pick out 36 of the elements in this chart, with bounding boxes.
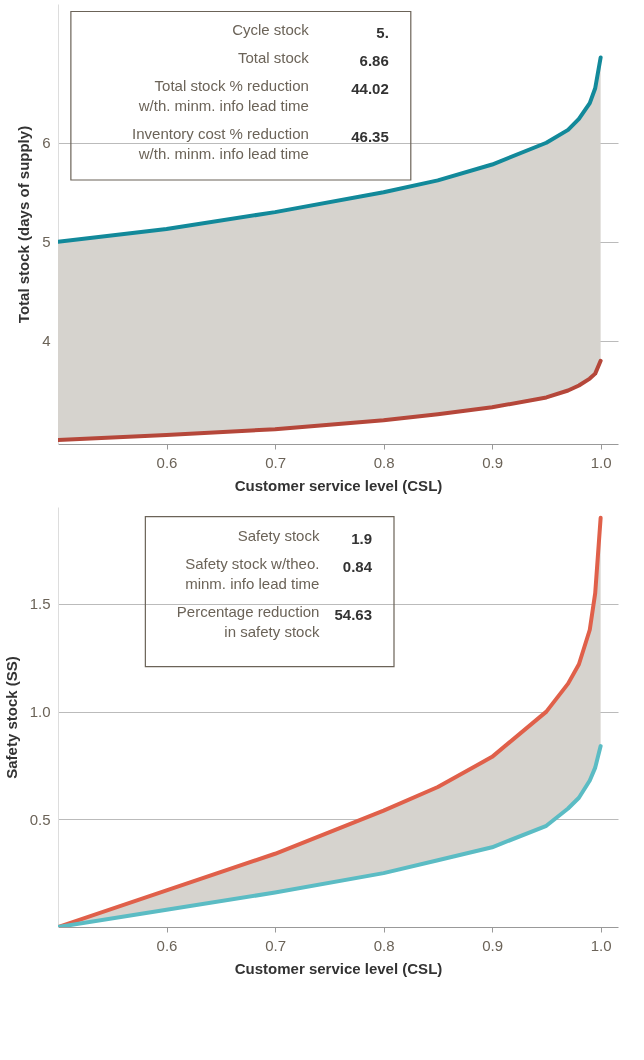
x-axis-title: Customer service level (CSL) xyxy=(234,959,443,977)
y-tick-label: 1.0 xyxy=(29,703,51,721)
annotation: 44.02 xyxy=(351,80,389,98)
y-axis-title: Safety stock (SS) xyxy=(2,656,20,779)
annotation: 54.63 xyxy=(334,605,372,623)
y-tick-label: 0.5 xyxy=(29,810,51,828)
x-tick-label: 0.6 xyxy=(156,936,178,954)
annotation: 46.35 xyxy=(351,128,389,146)
line-series xyxy=(58,358,603,443)
x-tick-label: 0.9 xyxy=(482,936,504,954)
x-tick-label: 0.6 xyxy=(156,453,178,471)
annotation: Safety stock xyxy=(237,526,320,544)
annotation: Total stock xyxy=(237,49,310,67)
line-series xyxy=(58,744,603,927)
annotation: 6.86 xyxy=(359,52,389,70)
annotation: Cycle stock xyxy=(232,21,310,39)
annotation: 0.84 xyxy=(342,557,373,575)
annotation: Inventory cost % reduction w/th. minm. info lead time xyxy=(132,125,309,163)
x-axis-title: Customer service level (CSL) xyxy=(234,476,443,494)
y-tick-label: 4 xyxy=(42,332,51,350)
y-tick-label: 5 xyxy=(42,233,51,251)
annotation: Total stock % reduction w/th. minm. info lead time xyxy=(137,77,309,115)
y-axis-title: Total stock (days of supply) xyxy=(15,125,33,324)
annotation: 5. xyxy=(376,24,389,42)
x-tick-label: 0.7 xyxy=(265,936,286,954)
x-tick-label: 0.8 xyxy=(373,936,395,954)
annotation: Percentage reduction in safety stock xyxy=(176,602,320,640)
annotation: 1.9 xyxy=(351,529,372,547)
x-tick-label: 1.0 xyxy=(590,453,612,471)
x-tick-label: 1.0 xyxy=(590,936,612,954)
annotation: Safety stock w/theo. minm. info lead time xyxy=(185,554,320,592)
y-tick-label: 1.5 xyxy=(29,595,51,613)
x-tick-label: 0.7 xyxy=(265,453,286,471)
y-tick-label: 6 xyxy=(42,134,51,152)
x-tick-label: 0.9 xyxy=(482,453,504,471)
x-tick-label: 0.8 xyxy=(373,453,395,471)
